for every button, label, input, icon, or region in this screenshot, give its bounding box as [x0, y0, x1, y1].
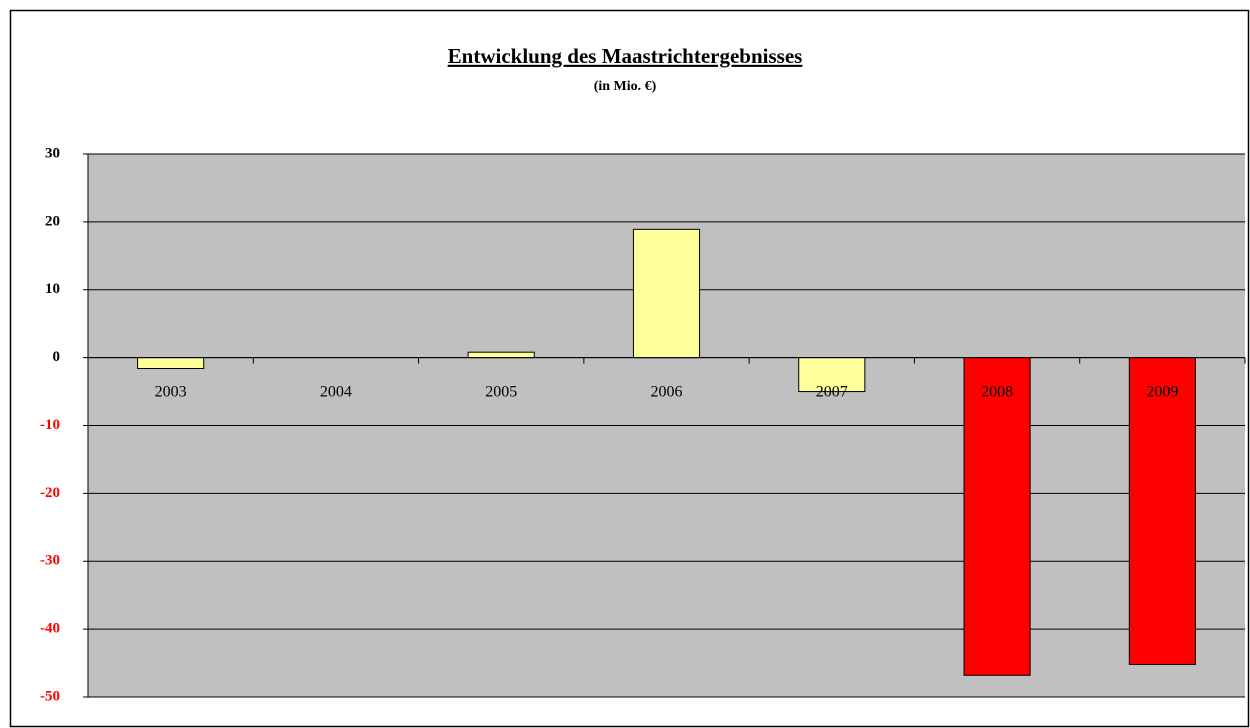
y-tick-label: -20 [40, 485, 60, 501]
bar [467, 351, 535, 359]
x-tick-label: 2003 [155, 383, 187, 400]
x-tick-label: 2005 [485, 383, 517, 400]
x-tick-label: 2007 [816, 383, 848, 400]
bar [963, 357, 1031, 676]
y-tick-label: -30 [40, 553, 60, 569]
y-tick-label: 10 [45, 281, 60, 297]
y-tick-label: 30 [45, 145, 60, 161]
bar [632, 228, 701, 359]
y-tick-label: -50 [40, 688, 60, 704]
y-tick-label: -10 [40, 417, 60, 433]
x-tick-label: 2008 [981, 383, 1013, 400]
y-tick-label: -40 [40, 621, 60, 637]
y-tick-label: 0 [53, 349, 61, 365]
chart-title: Entwicklung des Maastrichtergebnisses [448, 44, 803, 68]
x-tick-label: 2009 [1146, 383, 1178, 400]
x-tick-label: 2004 [320, 383, 352, 400]
chart-subtitle: (in Mio. €) [594, 79, 657, 94]
bar [1128, 357, 1196, 665]
x-tick-label: 2006 [651, 383, 683, 400]
y-tick-label: 20 [45, 213, 60, 229]
bar [137, 357, 205, 369]
